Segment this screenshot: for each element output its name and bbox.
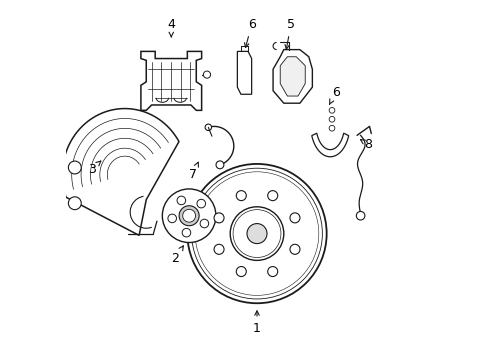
Circle shape [183, 209, 195, 222]
Circle shape [236, 266, 246, 276]
Polygon shape [311, 133, 348, 157]
Text: 4: 4 [167, 18, 175, 37]
Circle shape [267, 266, 277, 276]
Circle shape [204, 124, 211, 131]
Circle shape [236, 191, 246, 201]
Circle shape [289, 213, 299, 223]
Text: 5: 5 [285, 18, 294, 49]
Polygon shape [280, 57, 305, 96]
Text: 6: 6 [244, 18, 255, 48]
Circle shape [162, 189, 216, 243]
Circle shape [328, 108, 334, 113]
Text: 3: 3 [87, 161, 101, 176]
Text: 7: 7 [188, 162, 198, 181]
Circle shape [246, 224, 266, 244]
Circle shape [179, 206, 199, 226]
Circle shape [214, 213, 224, 223]
Circle shape [68, 197, 81, 210]
Circle shape [328, 125, 334, 131]
Circle shape [203, 71, 210, 78]
Circle shape [356, 211, 364, 220]
Circle shape [68, 161, 81, 174]
Polygon shape [141, 51, 201, 111]
Circle shape [177, 196, 185, 205]
Circle shape [216, 161, 224, 169]
Circle shape [328, 116, 334, 122]
Text: 2: 2 [170, 246, 183, 265]
Circle shape [200, 219, 208, 228]
Circle shape [182, 228, 190, 237]
Circle shape [289, 244, 299, 254]
Circle shape [230, 207, 283, 260]
Circle shape [267, 191, 277, 201]
Circle shape [167, 214, 176, 223]
Text: 6: 6 [329, 86, 339, 104]
Polygon shape [272, 50, 312, 103]
Circle shape [187, 164, 326, 303]
Text: 8: 8 [360, 138, 371, 151]
Circle shape [214, 244, 224, 254]
Polygon shape [62, 109, 179, 235]
Polygon shape [237, 51, 251, 94]
Text: 1: 1 [253, 311, 261, 335]
Circle shape [197, 199, 205, 208]
